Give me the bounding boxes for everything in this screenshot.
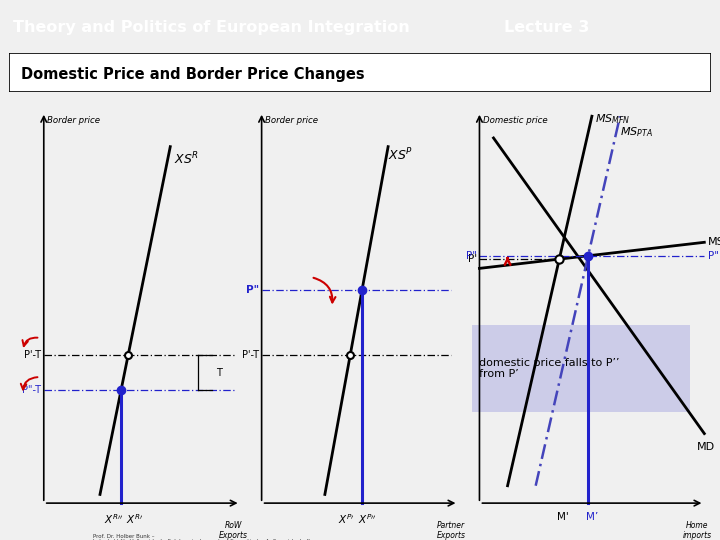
- Text: Partner
Exports: Partner Exports: [437, 521, 466, 540]
- Text: P'-T: P'-T: [24, 350, 41, 360]
- Text: $X^{R\prime}$: $X^{R\prime}$: [127, 512, 144, 525]
- Text: P': P': [467, 254, 477, 264]
- Text: RoW
Exports: RoW Exports: [219, 521, 248, 540]
- Text: P": P": [466, 251, 477, 261]
- Text: $XS^R$: $XS^R$: [174, 151, 199, 167]
- Text: $X^{P\prime\prime}$: $X^{P\prime\prime}$: [359, 512, 377, 525]
- Text: $MS_{PTA}$: $MS_{PTA}$: [620, 125, 653, 139]
- Text: P": P": [708, 251, 719, 261]
- Text: M': M': [557, 512, 569, 522]
- Text: Border price: Border price: [48, 116, 100, 125]
- Text: T: T: [216, 368, 222, 377]
- Text: MD: MD: [697, 442, 716, 453]
- Text: domestic price falls to P’’
from P’: domestic price falls to P’’ from P’: [480, 357, 620, 379]
- FancyBboxPatch shape: [472, 325, 690, 412]
- Text: $X^{P\prime}$: $X^{P\prime}$: [338, 512, 355, 525]
- Text: Theory and Politics of European Integration: Theory and Politics of European Integrat…: [13, 21, 410, 36]
- Text: P"-T: P"-T: [22, 385, 41, 395]
- Text: Home
imports: Home imports: [683, 521, 712, 540]
- Text: Border price: Border price: [265, 116, 318, 125]
- Text: M’: M’: [585, 512, 598, 522]
- Text: Domestic Price and Border Price Changes: Domestic Price and Border Price Changes: [22, 67, 365, 82]
- Text: P'-T: P'-T: [242, 350, 258, 360]
- Text: $X^{R\prime\prime}$: $X^{R\prime\prime}$: [104, 512, 124, 525]
- Text: P": P": [246, 285, 258, 295]
- Text: Prof. Dr. Holber Bunk –
Lehrstuhl für Volkswirtschaftslehre, insbesondere Europä: Prof. Dr. Holber Bunk – Lehrstuhl für Vo…: [93, 534, 338, 540]
- FancyBboxPatch shape: [9, 53, 711, 92]
- Text: $XS^P$: $XS^P$: [388, 147, 413, 163]
- Text: $MS_{MFN}$: $MS_{MFN}$: [595, 112, 631, 126]
- Text: Lecture 3: Lecture 3: [504, 21, 590, 36]
- Text: MS: MS: [708, 237, 720, 247]
- Text: Domestic price: Domestic price: [483, 116, 548, 125]
